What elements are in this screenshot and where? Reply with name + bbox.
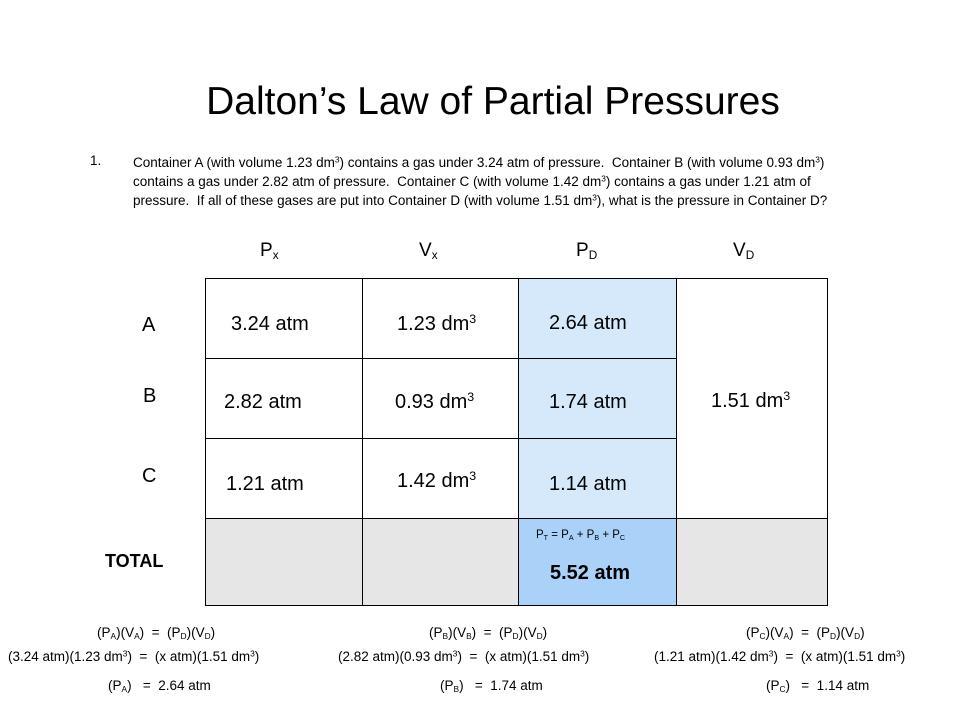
- total-pressure-formula: PT = PA + PB + PC: [536, 529, 626, 542]
- table-cell: [205, 438, 363, 519]
- row-label-total: TOTAL: [105, 551, 164, 571]
- calc-a-substitution: (3.24 atm)(1.23 dm3) = (x atm)(1.51 dm3): [8, 648, 260, 664]
- calc-b-equation: (PB)(VB) = (PD)(VD): [429, 625, 548, 642]
- value-a-vx: 1.23 dm3: [397, 312, 477, 335]
- table-cell-highlight: [518, 358, 677, 439]
- calc-c-equation: (PC)(VA) = (PD)(VD): [746, 625, 865, 642]
- column-header-vx: Vx: [419, 240, 438, 262]
- table-cell: [205, 358, 363, 439]
- value-a-pd: 2.64 atm: [549, 312, 627, 334]
- column-header-pd: PD: [576, 240, 598, 262]
- value-vd: 1.51 dm3: [711, 389, 791, 412]
- value-c-px: 1.21 atm: [226, 473, 304, 495]
- calc-a-result: (PA) = 2.64 atm: [108, 678, 211, 695]
- value-c-vx: 1.42 dm3: [397, 469, 477, 492]
- problem-number: 1.: [90, 153, 102, 168]
- column-header-px: Px: [260, 240, 279, 262]
- table-cell-total-blank: [676, 518, 828, 606]
- slide-title: Dalton’s Law of Partial Pressures: [206, 80, 780, 123]
- value-b-px: 2.82 atm: [224, 391, 302, 413]
- calc-c-result: (PC) = 1.14 atm: [766, 678, 870, 695]
- table-cell: [362, 358, 519, 439]
- value-b-vx: 0.93 dm3: [395, 390, 475, 413]
- row-label-b: B: [143, 385, 157, 407]
- calc-a-equation: (PA)(VA) = (PD)(VD): [97, 625, 216, 642]
- calc-b-substitution: (2.82 atm)(0.93 dm3) = (x atm)(1.51 dm3): [338, 648, 590, 664]
- row-label-a: A: [142, 314, 156, 336]
- column-header-vd: VD: [733, 240, 755, 262]
- table-cell-total-blank: [362, 518, 519, 606]
- total-pressure-value: 5.52 atm: [550, 562, 631, 584]
- table-cell: [362, 438, 519, 519]
- calc-b-result: (PB) = 1.74 atm: [440, 678, 543, 695]
- value-c-pd: 1.14 atm: [549, 473, 627, 495]
- table-cell: [362, 278, 519, 359]
- calc-c-substitution: (1.21 atm)(1.42 dm3) = (x atm)(1.51 dm3): [654, 648, 906, 664]
- problem-statement: Container A (with volume 1.23 dm3) conta…: [133, 154, 828, 208]
- value-b-pd: 1.74 atm: [549, 391, 627, 413]
- row-label-c: C: [142, 465, 157, 487]
- table-cell-highlight: [518, 438, 677, 519]
- value-a-px: 3.24 atm: [231, 313, 309, 335]
- table-cell: [205, 278, 363, 359]
- table-cell-vd-merged: [676, 278, 828, 519]
- table-cell-total-blank: [205, 518, 363, 606]
